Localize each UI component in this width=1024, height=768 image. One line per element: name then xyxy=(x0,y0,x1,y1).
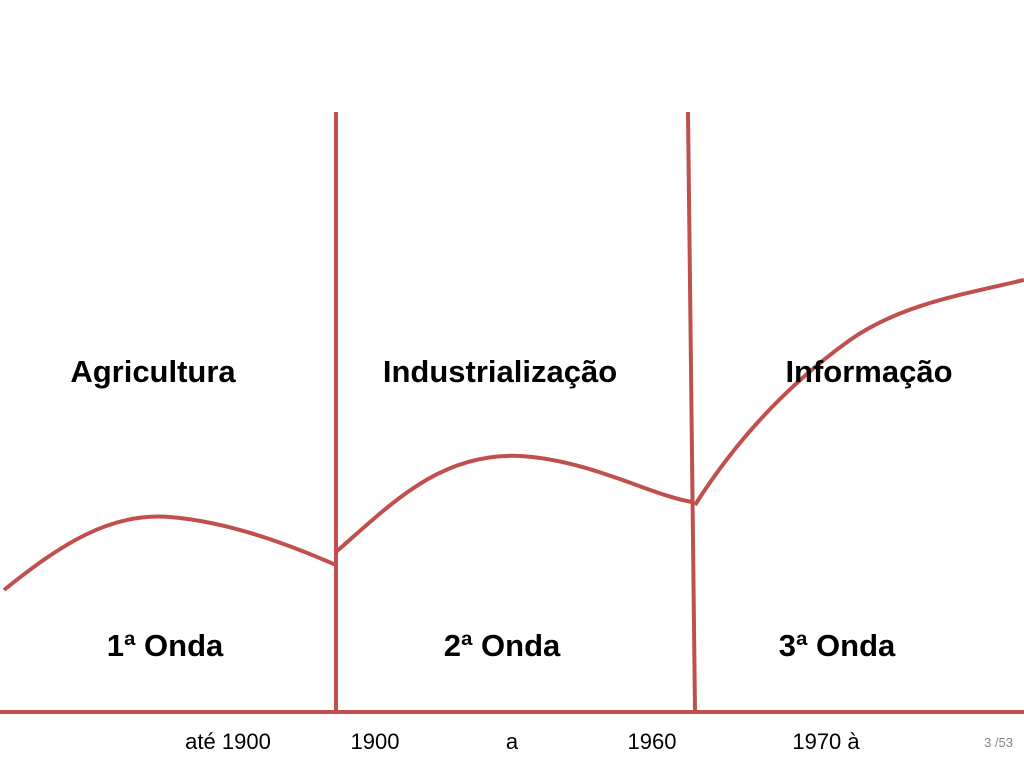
wave-curve xyxy=(334,453,693,554)
divider xyxy=(686,111,697,713)
curves xyxy=(0,111,1024,714)
wave-label: 2ª Onda xyxy=(444,628,561,663)
era-label: Informação xyxy=(785,354,952,389)
era-label: Agricultura xyxy=(70,354,236,389)
timeline-label: a xyxy=(506,729,519,754)
timeline-label: 1970 à xyxy=(792,729,860,754)
page-number: 3 /53 xyxy=(984,735,1013,750)
timeline: até 1900 1900 a 1960 1970 à xyxy=(185,729,860,754)
wave-curve xyxy=(693,278,1024,507)
eras: Agricultura 1ª Onda Industrialização 2ª Ond… xyxy=(70,354,952,663)
timeline-label: até 1900 xyxy=(185,729,271,754)
wave-curve xyxy=(2,514,337,592)
wave-label: 3ª Onda xyxy=(779,628,896,663)
timeline-label: 1900 xyxy=(351,729,400,754)
timeline-label: 1960 xyxy=(628,729,677,754)
era-label: Industrialização xyxy=(383,354,617,389)
wave-label: 1ª Onda xyxy=(107,628,224,663)
